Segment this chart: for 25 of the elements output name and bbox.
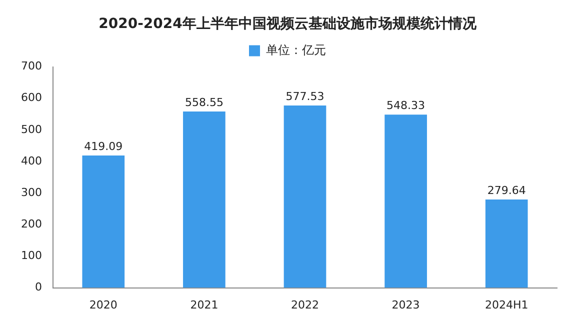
- data-label: 558.55: [184, 96, 224, 109]
- x-tick-label: 2024H1: [484, 298, 528, 312]
- y-tick-label: 200: [20, 218, 42, 231]
- x-tick-label: 2022: [291, 298, 319, 312]
- y-tick-label: 300: [20, 186, 42, 199]
- y-tick-label: 100: [20, 249, 42, 262]
- y-tick-label: 400: [20, 154, 42, 168]
- bar: [82, 155, 125, 288]
- legend-label: 单位：亿元: [266, 42, 326, 57]
- data-label: 419.09: [84, 140, 123, 153]
- y-tick-label: 700: [20, 60, 42, 73]
- bar: [384, 114, 427, 288]
- data-label: 548.33: [386, 99, 426, 112]
- y-tick-label: 500: [20, 122, 42, 136]
- bar: [183, 111, 226, 288]
- y-tick-label: 0: [34, 280, 42, 294]
- data-label: 577.53: [286, 90, 324, 103]
- x-tick-label: 2023: [392, 298, 420, 312]
- x-tick-label: 2020: [89, 298, 118, 312]
- x-tick-label: 2021: [190, 298, 218, 312]
- data-label: 279.64: [487, 184, 526, 197]
- bar: [284, 105, 326, 288]
- bar: [485, 200, 528, 288]
- chart-title: 2020-2024年上半年中国视频云基础设施市场规模统计情况: [98, 15, 478, 32]
- y-tick-label: 600: [20, 91, 42, 104]
